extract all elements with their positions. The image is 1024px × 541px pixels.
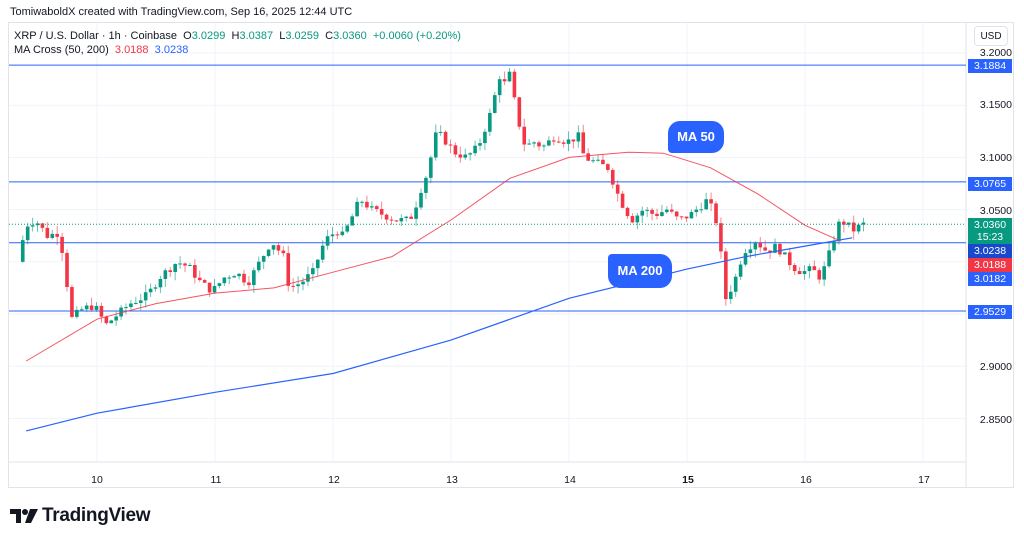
close-label: C: [325, 30, 334, 42]
time-tick: 11: [210, 474, 222, 486]
indicator-row: MA Cross (50, 200) 3.0188 3.0238: [14, 43, 461, 57]
time-tick: 17: [918, 474, 930, 486]
resistance-mid-tag: 3.0765: [968, 177, 1012, 191]
chart-legend: XRP / U.S. Dollar · 1h · Coinbase O3.029…: [14, 29, 461, 57]
grid-lines: [9, 23, 967, 487]
low-label: L: [279, 30, 286, 42]
tradingview-logo-icon: [10, 509, 38, 523]
time-tick: 16: [800, 474, 812, 486]
tradingview-logo[interactable]: TradingView: [10, 505, 151, 527]
price-tick: 3.2000: [979, 47, 1012, 59]
currency-button[interactable]: USD: [974, 26, 1008, 46]
ma50-annotation[interactable]: MA 50: [668, 121, 724, 153]
change-value: +0.0060 (+0.20%): [372, 30, 461, 42]
horizontal-levels: [9, 64, 966, 312]
ma200-price-tag: 3.0238: [968, 244, 1012, 258]
chart-frame: [8, 22, 1014, 488]
candlesticks: [20, 68, 866, 326]
support-mid-tag: 3.0182: [968, 272, 1012, 286]
price-tick: 3.1500: [979, 99, 1012, 111]
ma50-line: [25, 151, 841, 362]
time-tick: 14: [564, 474, 576, 486]
ma200-line: [26, 237, 853, 432]
ma50-price-tag: 3.0188: [968, 258, 1012, 272]
ohlc-row: XRP / U.S. Dollar · 1h · Coinbase O3.029…: [14, 29, 461, 43]
price-tick: 2.8500: [979, 414, 1012, 426]
price-tick: 2.9000: [979, 361, 1012, 373]
symbol-title[interactable]: XRP / U.S. Dollar · 1h · Coinbase: [14, 30, 178, 42]
time-tick: 15: [682, 474, 694, 486]
close-value: 3.0360: [333, 30, 367, 42]
time-tick: 13: [446, 474, 458, 486]
ma200-legend-value: 3.0238: [154, 44, 189, 56]
brand-name: TradingView: [42, 505, 151, 526]
high-value: 3.0387: [239, 30, 274, 42]
indicator-title[interactable]: MA Cross (50, 200): [14, 44, 109, 56]
ma50-legend-value: 3.0188: [114, 44, 149, 56]
resistance-top-tag: 3.1884: [968, 59, 1012, 73]
open-value: 3.0299: [191, 30, 226, 42]
high-label: H: [231, 30, 240, 42]
time-tick: 12: [328, 474, 340, 486]
low-value: 3.0259: [285, 30, 320, 42]
support-low-tag: 2.9529: [968, 305, 1012, 319]
price-tick: 3.1000: [979, 152, 1012, 164]
last-price-value: 3.0360: [973, 219, 1007, 231]
attribution-text: TomiwaboldX created with TradingView.com…: [10, 6, 353, 18]
ma200-annotation[interactable]: MA 200: [608, 254, 672, 288]
time-tick: 10: [91, 474, 103, 486]
last-price-tag: 3.0360 15:23: [968, 218, 1012, 244]
bar-countdown: 15:23: [976, 231, 1004, 243]
open-label: O: [183, 30, 192, 42]
price-tick: 3.0500: [979, 205, 1012, 217]
